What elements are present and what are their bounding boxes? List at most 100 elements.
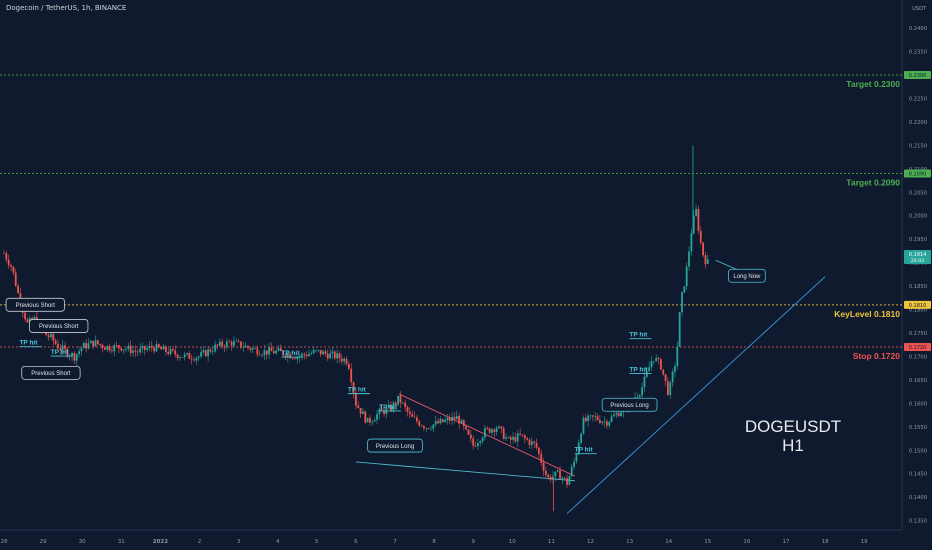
x-tick-label: 16: [743, 539, 750, 545]
candle-body: [458, 415, 461, 424]
candle-body: [362, 411, 364, 414]
candle-body: [115, 345, 118, 346]
candle-body: [664, 374, 667, 382]
candle-body: [373, 419, 376, 422]
candle-body: [352, 382, 355, 393]
annotation-box: [728, 268, 766, 283]
candle-body: [648, 367, 651, 372]
x-tick-label: 15: [704, 539, 711, 545]
price-tag-text: 0.1810: [909, 303, 927, 309]
x-tick-label: 14: [665, 539, 672, 545]
candle-body: [195, 357, 198, 361]
tp-hit-label: TP hit: [575, 447, 594, 454]
candle-body: [209, 349, 212, 352]
candle-body: [359, 407, 362, 414]
candle-body: [469, 434, 472, 439]
candle-body: [230, 341, 233, 346]
tp-hit-label: TP hit: [51, 349, 70, 356]
candle-body: [54, 340, 57, 344]
candle-body: [404, 402, 407, 407]
candle-body: [415, 417, 418, 422]
candle-body: [380, 408, 383, 411]
candle-body: [108, 346, 111, 351]
candle-body: [603, 421, 606, 422]
candle-body: [521, 434, 524, 436]
price-tag-keylevel: [904, 300, 931, 309]
candle-body: [692, 215, 695, 234]
level-label-target: Target 0.2090: [846, 177, 900, 187]
candle-body: [153, 347, 156, 352]
candle-body: [277, 348, 280, 351]
candle-body: [5, 253, 8, 260]
candle-body: [160, 347, 163, 350]
candle-body: [390, 405, 392, 411]
y-tick-label: 0.1350: [909, 519, 927, 525]
candle-body: [423, 426, 425, 429]
candle-body: [141, 345, 144, 349]
y-tick-label: 0.2200: [909, 120, 927, 126]
candle-body: [202, 350, 205, 353]
candle-body: [225, 341, 228, 348]
candle-body: [340, 358, 343, 362]
price-tag-target: [904, 169, 931, 178]
x-tick-label: 11: [548, 539, 555, 545]
candle-body: [476, 443, 479, 447]
candle-body: [408, 411, 411, 415]
level-label-target: Target 0.2300: [846, 79, 900, 89]
candle-body: [146, 348, 149, 350]
y-tick-label: 0.1450: [909, 472, 927, 478]
candle-body: [275, 350, 278, 354]
candle-body: [308, 353, 310, 357]
candle-body: [401, 402, 404, 404]
x-tick-label: 19: [861, 539, 868, 545]
candle-body: [103, 348, 106, 350]
annotation-box: [29, 319, 89, 333]
candle-body: [594, 416, 597, 417]
x-tick-label: 8: [432, 539, 436, 545]
candle-body: [542, 462, 545, 471]
candle-body: [432, 424, 435, 429]
candle-body: [587, 415, 590, 422]
price-tag-stop: [904, 343, 931, 352]
trendline: [566, 276, 826, 514]
candle-body: [10, 265, 12, 267]
candle-body: [204, 350, 207, 357]
candle-body: [479, 441, 482, 444]
candle-body: [125, 348, 127, 350]
candle-body: [430, 428, 432, 430]
annotation-box: [5, 297, 65, 312]
candle-body: [179, 357, 181, 359]
candle-body: [455, 415, 458, 420]
candle-body: [134, 350, 137, 352]
candle-body: [540, 453, 543, 463]
candle-body: [552, 476, 554, 480]
candle-body: [643, 376, 646, 388]
candle-body: [3, 253, 5, 254]
candle-body: [369, 417, 371, 423]
y-tick-label: 0.2250: [909, 96, 927, 102]
candle-body: [247, 345, 249, 348]
x-tick-label: 9: [471, 539, 475, 545]
candle-body: [216, 344, 219, 346]
candle-body: [296, 357, 299, 360]
candle-body: [530, 441, 533, 445]
candle-body: [394, 402, 397, 405]
candle-body: [392, 402, 395, 411]
candle-body: [484, 428, 486, 438]
y-tick-label: 0.2000: [909, 214, 927, 220]
candle-body: [488, 428, 491, 433]
candle-body: [14, 272, 17, 286]
candle-body: [50, 333, 52, 338]
candle-body: [683, 286, 686, 293]
candle-body: [82, 343, 85, 349]
y-tick-label: 0.1950: [909, 237, 927, 243]
candle-body: [66, 348, 69, 357]
candle-body: [444, 420, 446, 423]
candle-body: [80, 348, 83, 352]
candle-body: [200, 352, 202, 357]
candle-body: [589, 415, 592, 417]
candle-body: [301, 353, 303, 357]
candle-body: [493, 429, 496, 432]
candle-body: [127, 345, 130, 349]
